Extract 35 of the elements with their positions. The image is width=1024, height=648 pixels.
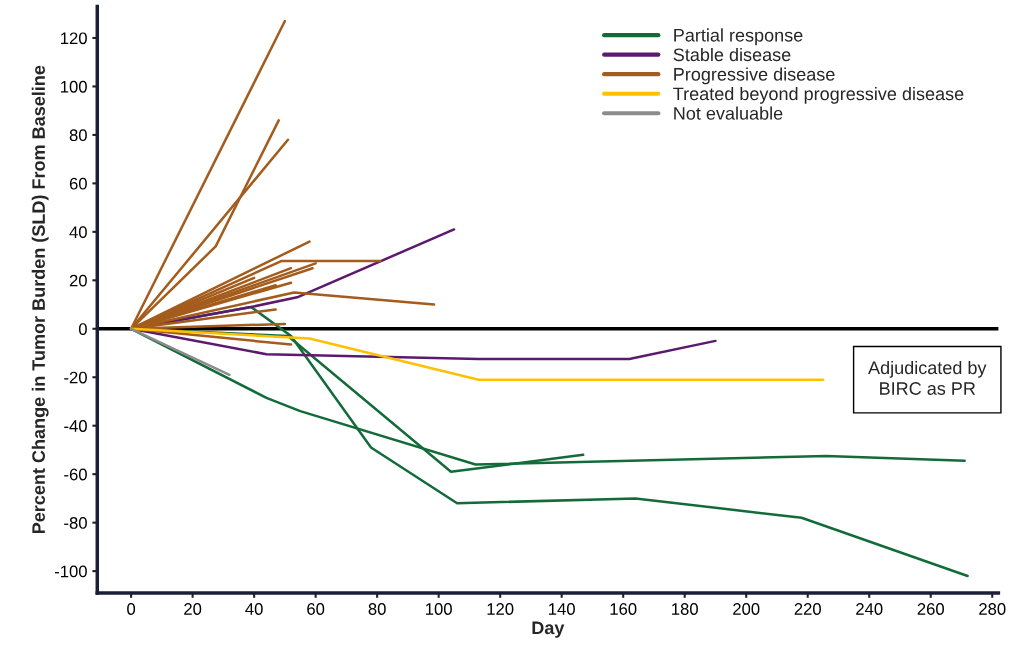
y-tick-label: 100 bbox=[61, 80, 87, 93]
y-tick-label: -20 bbox=[64, 371, 87, 384]
x-tick-label: 280 bbox=[979, 603, 1006, 615]
x-tick-label: 180 bbox=[672, 603, 698, 615]
x-tick-label: 240 bbox=[856, 603, 883, 615]
y-axis-title: Percent Change in Tumor Burden (SLD) From Baseline bbox=[31, 65, 49, 534]
x-tick-label: 20 bbox=[184, 603, 202, 615]
x-tick-label: 200 bbox=[733, 603, 760, 615]
y-tick-label: 80 bbox=[69, 129, 87, 142]
legend-label: Partial response bbox=[674, 28, 803, 46]
x-tick-label: 140 bbox=[549, 603, 575, 615]
x-tick-label: 220 bbox=[794, 603, 821, 615]
x-tick-label: 60 bbox=[307, 603, 325, 615]
y-tick-label: -80 bbox=[64, 517, 87, 529]
x-axis-title: Day bbox=[532, 621, 565, 638]
legend-label: Progressive disease bbox=[674, 67, 835, 85]
y-tick-label: -40 bbox=[64, 420, 87, 432]
x-tick-label: 40 bbox=[245, 603, 263, 615]
x-tick-label: 260 bbox=[917, 603, 944, 615]
legend-label: Treated beyond progressive disease bbox=[673, 86, 964, 104]
x-tick-label: 160 bbox=[610, 603, 637, 615]
x-tick-label: 120 bbox=[487, 603, 514, 615]
y-tick-label: -100 bbox=[54, 565, 87, 578]
legend-label: Stable disease bbox=[673, 47, 791, 62]
y-tick-label: 40 bbox=[69, 226, 87, 239]
x-tick-label: 0 bbox=[127, 603, 136, 615]
y-tick-label: 0 bbox=[78, 323, 87, 335]
x-tick-label: 80 bbox=[368, 603, 386, 615]
x-tick-label: 100 bbox=[426, 603, 452, 615]
y-tick-label: 120 bbox=[61, 32, 87, 45]
annotation: Adjudicated by BIRC as PR bbox=[868, 360, 987, 395]
y-tick-label: 60 bbox=[69, 177, 87, 190]
y-tick-label: -60 bbox=[64, 468, 87, 481]
legend-label: Not evaluable bbox=[674, 106, 783, 120]
y-tick-label: 20 bbox=[69, 274, 87, 287]
